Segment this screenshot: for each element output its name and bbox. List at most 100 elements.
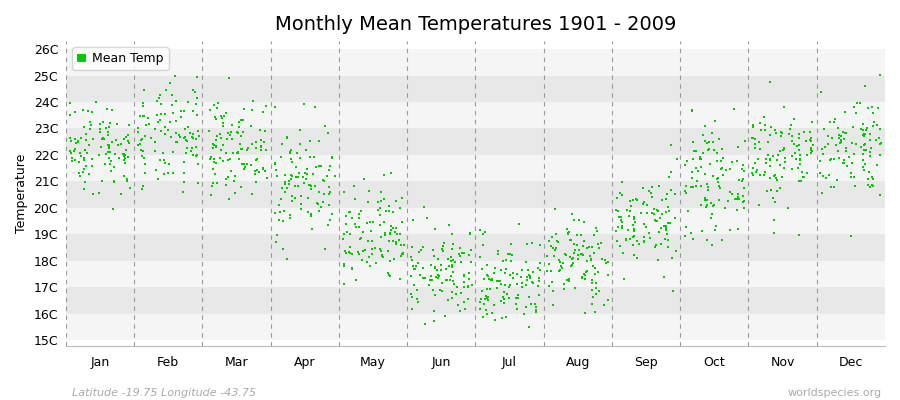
- Point: [101, 142, 115, 149]
- Point: [699, 140, 714, 147]
- Point: [664, 255, 679, 262]
- Point: [763, 132, 778, 138]
- Point: [661, 204, 675, 210]
- Point: [563, 237, 578, 244]
- Point: [525, 240, 539, 246]
- Point: [122, 140, 136, 146]
- Point: [222, 74, 237, 81]
- Point: [302, 182, 317, 188]
- Point: [382, 203, 396, 210]
- Point: [483, 277, 498, 284]
- Point: [428, 273, 443, 280]
- Point: [774, 132, 788, 139]
- Point: [383, 230, 398, 237]
- Point: [872, 152, 886, 158]
- Point: [303, 182, 318, 188]
- Point: [95, 135, 110, 142]
- Point: [588, 271, 602, 277]
- Point: [615, 192, 629, 199]
- Point: [776, 147, 790, 153]
- Point: [793, 152, 807, 158]
- Point: [568, 246, 582, 253]
- Point: [394, 242, 409, 248]
- Point: [411, 260, 426, 266]
- Point: [768, 173, 782, 179]
- Point: [122, 132, 136, 138]
- Point: [169, 139, 184, 145]
- Point: [816, 126, 831, 132]
- Point: [612, 213, 626, 220]
- Point: [710, 150, 724, 156]
- Point: [503, 282, 517, 288]
- Point: [288, 194, 302, 201]
- Point: [347, 221, 362, 228]
- Point: [310, 200, 324, 206]
- Point: [866, 183, 880, 189]
- Point: [176, 134, 191, 141]
- Point: [508, 295, 523, 302]
- Point: [428, 226, 443, 232]
- Point: [716, 172, 730, 178]
- Point: [122, 185, 137, 191]
- Point: [497, 295, 511, 302]
- Point: [598, 260, 613, 266]
- Point: [63, 112, 77, 118]
- Point: [636, 233, 651, 240]
- Point: [700, 202, 715, 208]
- Point: [79, 137, 94, 143]
- Point: [444, 254, 458, 260]
- Point: [590, 228, 604, 234]
- Point: [294, 206, 309, 212]
- Point: [533, 260, 547, 266]
- Point: [299, 175, 313, 182]
- Point: [531, 283, 545, 290]
- Point: [634, 210, 649, 217]
- Point: [233, 141, 248, 148]
- Point: [611, 224, 625, 230]
- Point: [816, 151, 831, 157]
- Bar: [66, 208, 885, 234]
- Point: [205, 141, 220, 148]
- Point: [858, 140, 872, 147]
- Point: [496, 258, 510, 264]
- Point: [768, 172, 782, 179]
- Point: [185, 145, 200, 152]
- Point: [497, 300, 511, 306]
- Point: [283, 212, 297, 218]
- Point: [106, 206, 121, 213]
- Point: [94, 144, 108, 150]
- Point: [502, 251, 517, 257]
- Point: [866, 122, 880, 129]
- Point: [709, 223, 724, 230]
- Point: [445, 262, 459, 268]
- Point: [414, 246, 428, 253]
- Point: [339, 250, 354, 256]
- Point: [316, 177, 330, 183]
- Point: [564, 263, 579, 269]
- Point: [659, 226, 673, 233]
- Point: [554, 262, 568, 269]
- Point: [138, 170, 152, 176]
- Point: [101, 149, 115, 156]
- Point: [679, 183, 693, 190]
- Point: [664, 142, 679, 148]
- Point: [472, 299, 487, 306]
- Point: [277, 181, 292, 187]
- Point: [753, 120, 768, 127]
- Point: [228, 173, 242, 180]
- Point: [493, 278, 508, 284]
- Point: [410, 286, 425, 293]
- Point: [354, 234, 368, 241]
- Point: [506, 270, 520, 276]
- Point: [814, 89, 828, 95]
- Point: [157, 171, 171, 178]
- Point: [567, 241, 581, 247]
- Point: [668, 215, 682, 222]
- Point: [678, 162, 692, 168]
- Point: [688, 148, 703, 154]
- Point: [815, 173, 830, 180]
- Point: [74, 135, 88, 141]
- Point: [71, 138, 86, 144]
- Point: [752, 202, 766, 208]
- Point: [475, 287, 490, 294]
